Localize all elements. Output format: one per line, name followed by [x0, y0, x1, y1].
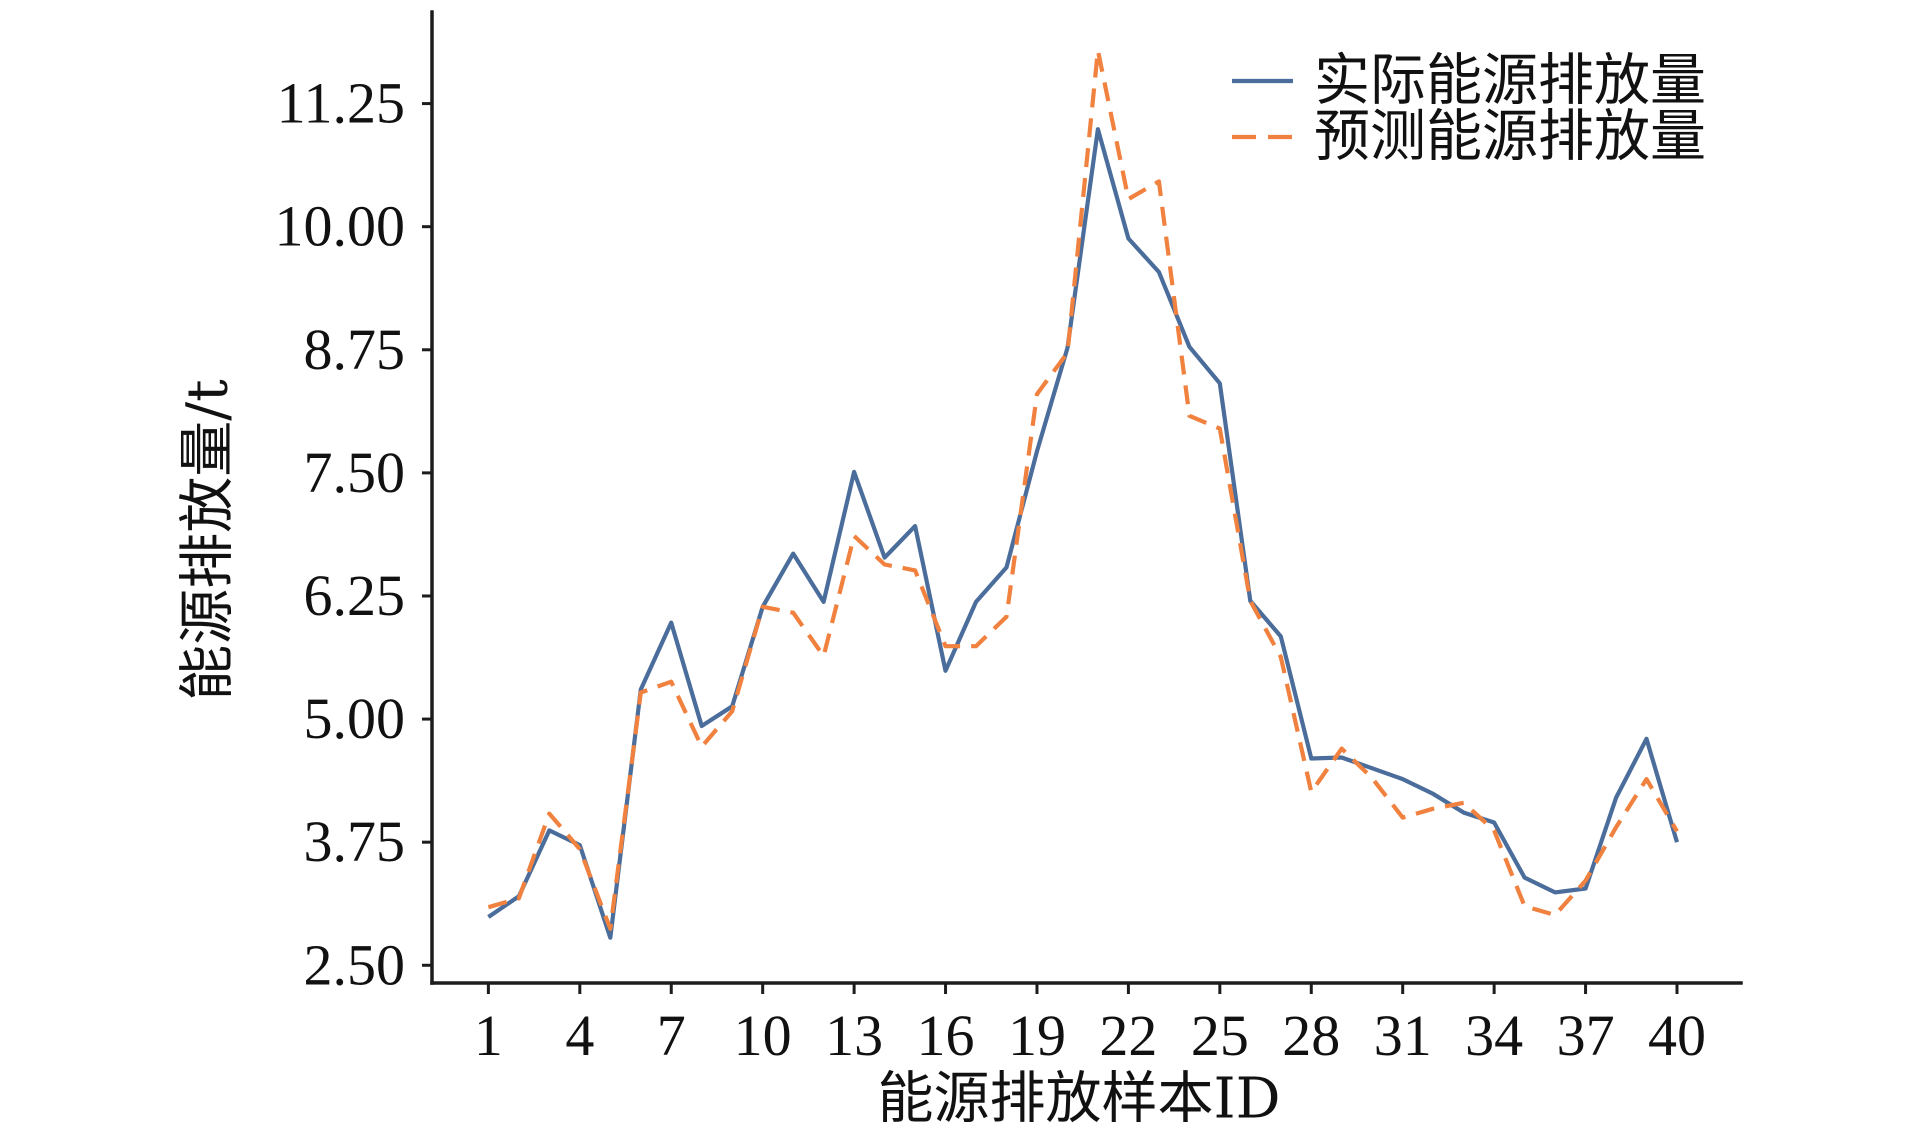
x-tick-label: 34 [1465, 1003, 1523, 1068]
y-axis-ticks: 2.50 3.75 5.00 6.25 7.50 8.75 10.00 11.25 [275, 71, 432, 997]
y-tick-label: 6.25 [304, 563, 406, 628]
y-tick-label: 7.50 [304, 440, 406, 505]
x-axis-title: 能源排放样本ID [877, 1067, 1280, 1132]
x-tick-label: 31 [1374, 1003, 1432, 1068]
x-tick-label: 25 [1191, 1003, 1249, 1068]
y-tick-label: 3.75 [304, 809, 406, 874]
series-line-1 [487, 127, 1680, 940]
legend: 实际能源排放量 预测能源排放量 [1232, 49, 1706, 170]
x-tick-label: 4 [565, 1003, 594, 1068]
x-tick-label: 1 [474, 1003, 503, 1068]
legend-label: 预测能源排放量 [1314, 105, 1706, 170]
legend-label: 实际能源排放量 [1314, 49, 1706, 114]
x-tick-label: 19 [1008, 1003, 1066, 1068]
x-tick-label: 40 [1648, 1003, 1706, 1068]
y-tick-label: 5.00 [304, 686, 406, 751]
axes: 2.50 3.75 5.00 6.25 7.50 8.75 10.00 11.25 1 4 7 10… [275, 10, 1743, 1068]
y-tick-label: 8.75 [304, 317, 406, 382]
x-tick-label: 16 [917, 1003, 975, 1068]
x-tick-label: 37 [1557, 1003, 1615, 1068]
y-tick-label: 10.00 [275, 194, 406, 259]
x-axis-ticks: 1 4 7 10 13 16 19 22 25 28 31 34 37 40 [474, 983, 1706, 1068]
series-line-2 [487, 48, 1679, 931]
x-tick-label: 22 [1099, 1003, 1157, 1068]
legend-item: 实际能源排放量 [1232, 49, 1706, 114]
x-tick-label: 28 [1282, 1003, 1340, 1068]
y-tick-label: 2.50 [304, 932, 406, 997]
x-tick-label: 7 [657, 1003, 686, 1068]
legend-item: 预测能源排放量 [1232, 105, 1706, 170]
y-axis-title: 能源排放量/t [176, 379, 241, 701]
series-layer [487, 48, 1680, 940]
x-tick-label: 13 [825, 1003, 883, 1068]
x-tick-label: 10 [734, 1003, 792, 1068]
y-tick-label: 11.25 [277, 71, 405, 136]
